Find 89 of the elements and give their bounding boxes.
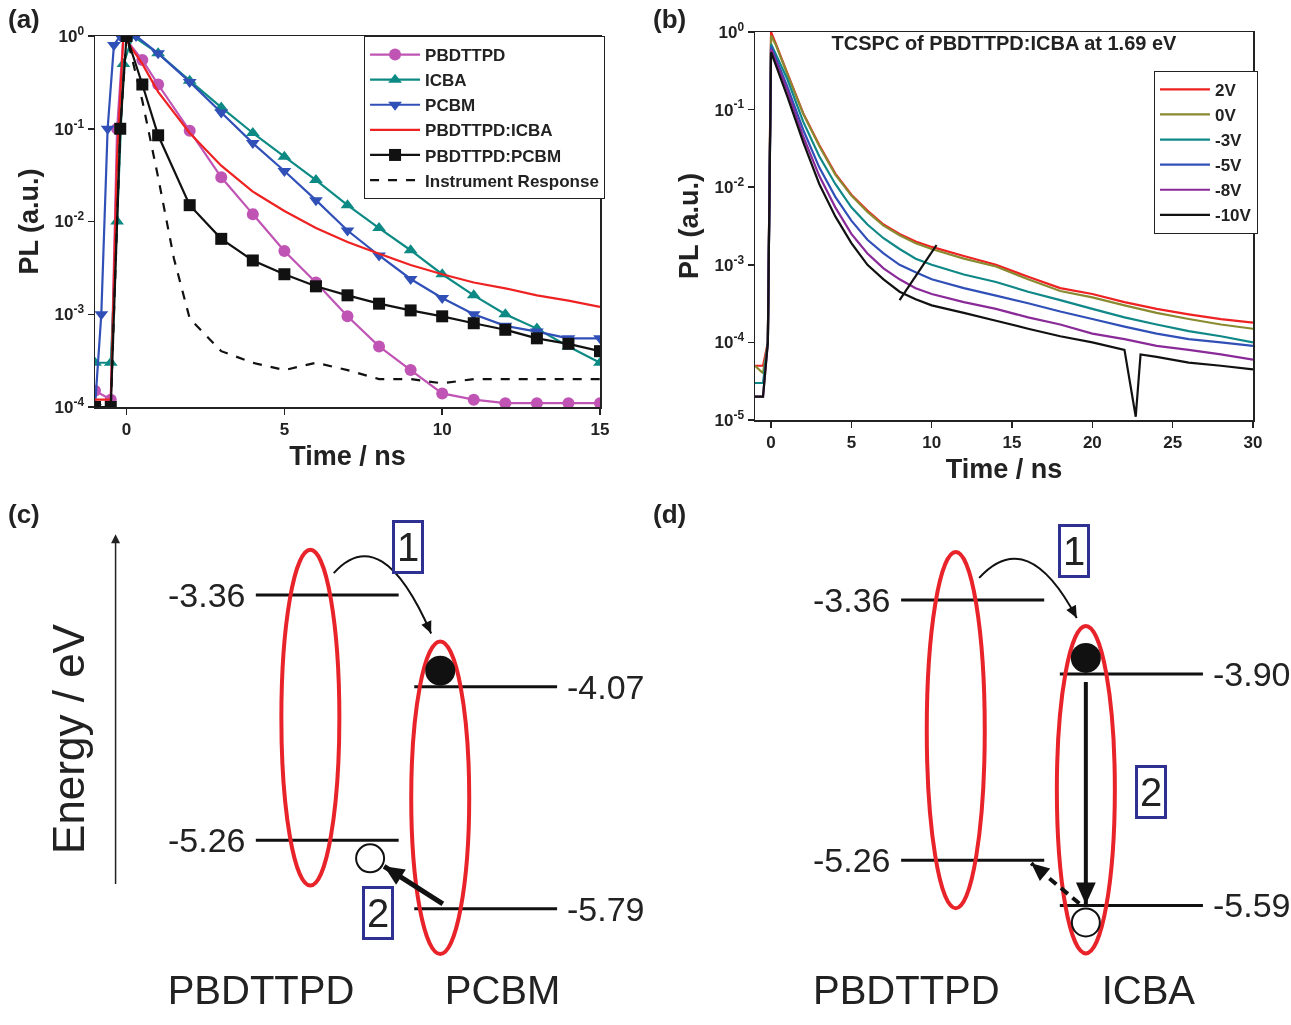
legend-label: PBDTTPD:ICBA xyxy=(425,121,553,141)
y-axis-title: PL (a.u.) xyxy=(13,168,44,275)
legend-label: -10V xyxy=(1214,206,1252,226)
x-tick-label: 30 xyxy=(1243,432,1263,452)
category-label: ICBA xyxy=(1101,968,1196,1012)
y-tick-label: 10$^{-1}$ xyxy=(54,116,85,139)
point xyxy=(246,208,259,221)
point xyxy=(107,41,121,51)
x-tick-label: 5 xyxy=(846,432,857,452)
x-tick-label: 15 xyxy=(590,419,610,439)
point xyxy=(278,245,291,258)
point xyxy=(215,171,228,184)
y-tick-label: 10$^{-4}$ xyxy=(54,394,85,417)
legend-label: PBDTTPD:PCBM xyxy=(425,146,562,166)
data-label: -3.36 xyxy=(813,581,891,619)
x-tick-label: 10 xyxy=(432,419,452,439)
point xyxy=(404,304,417,317)
data-label: -3.90 xyxy=(1213,655,1291,693)
y-tick-label: 10$^{-3}$ xyxy=(714,252,745,275)
text: (a) xyxy=(8,4,40,34)
legend-label: -5V xyxy=(1214,156,1243,176)
point xyxy=(373,297,386,310)
chart-title: TCSPC of PBDTTPD:ICBA at 1.69 eV xyxy=(831,32,1178,54)
point xyxy=(215,232,228,245)
y-tick-label: 10$^{-2}$ xyxy=(54,209,85,232)
point xyxy=(499,397,512,407)
y-tick-label: 10$^{-4}$ xyxy=(714,330,745,353)
y-tick-label: 10$^{-1}$ xyxy=(714,97,745,120)
category-label: PBDTTPD xyxy=(812,968,1000,1012)
point xyxy=(404,364,417,377)
point xyxy=(372,222,386,232)
point xyxy=(341,310,354,323)
x-tick-label: 10 xyxy=(922,432,942,452)
data-label: -3.36 xyxy=(168,576,246,614)
point xyxy=(467,317,480,330)
legend-label: Instrument Response xyxy=(425,171,599,191)
y-axis-title: PL (a.u.) xyxy=(673,172,704,280)
point xyxy=(436,310,449,323)
data-label: -5.26 xyxy=(813,841,891,879)
point xyxy=(562,397,575,407)
point xyxy=(309,197,323,207)
text: 2 xyxy=(1140,770,1163,814)
y-tick-label: 10$^{-3}$ xyxy=(54,302,85,325)
x-tick-label: 15 xyxy=(1002,432,1022,452)
y-tick-label: 10$^{-5}$ xyxy=(714,407,745,430)
legend-label: 0V xyxy=(1214,106,1237,126)
legend-label: ICBA xyxy=(425,71,467,91)
legend-label: PCBM xyxy=(425,96,476,116)
point xyxy=(341,289,354,302)
data-label: -5.59 xyxy=(1213,886,1291,924)
data-label: -4.07 xyxy=(567,668,645,706)
text: 1 xyxy=(1063,529,1086,573)
point xyxy=(246,254,259,267)
x-tick-label: 20 xyxy=(1082,432,1102,452)
point xyxy=(183,199,196,212)
x-tick-label: 0 xyxy=(766,432,776,452)
text: 1 xyxy=(397,525,420,569)
point xyxy=(467,393,480,406)
legend-label: -8V xyxy=(1214,181,1243,201)
category-label: PBDTTPD xyxy=(167,968,355,1012)
text: (b) xyxy=(653,4,687,34)
y-tick-label: 10$^{-2}$ xyxy=(714,175,745,198)
x-tick-label: 0 xyxy=(121,419,132,439)
y-tick-label: 10$^{0}$ xyxy=(718,19,745,42)
text: (c) xyxy=(8,499,40,529)
point xyxy=(530,397,543,407)
text: 2 xyxy=(367,891,390,935)
point xyxy=(152,129,165,142)
x-axis-title: Time / ns xyxy=(945,454,1063,485)
text: (d) xyxy=(653,499,687,529)
point xyxy=(499,323,512,336)
y-tick-label: 10$^{0}$ xyxy=(58,23,85,46)
x-axis-title: Time / ns xyxy=(289,441,406,472)
legend-label: -3V xyxy=(1214,131,1243,151)
category-label: PCBM xyxy=(444,968,561,1012)
text: Energy / eV xyxy=(44,623,94,854)
point xyxy=(278,268,291,281)
data-label: -5.26 xyxy=(168,821,246,859)
point xyxy=(530,332,543,345)
point xyxy=(95,311,109,321)
point xyxy=(373,340,386,353)
legend-label: 2V xyxy=(1214,80,1237,100)
point xyxy=(309,174,323,184)
legend-label: PBDTTPD xyxy=(425,46,506,66)
x-tick-label: 25 xyxy=(1163,432,1183,452)
point xyxy=(436,387,449,400)
point xyxy=(309,280,322,293)
x-tick-label: 5 xyxy=(279,419,290,439)
data-label: -5.79 xyxy=(567,890,645,928)
